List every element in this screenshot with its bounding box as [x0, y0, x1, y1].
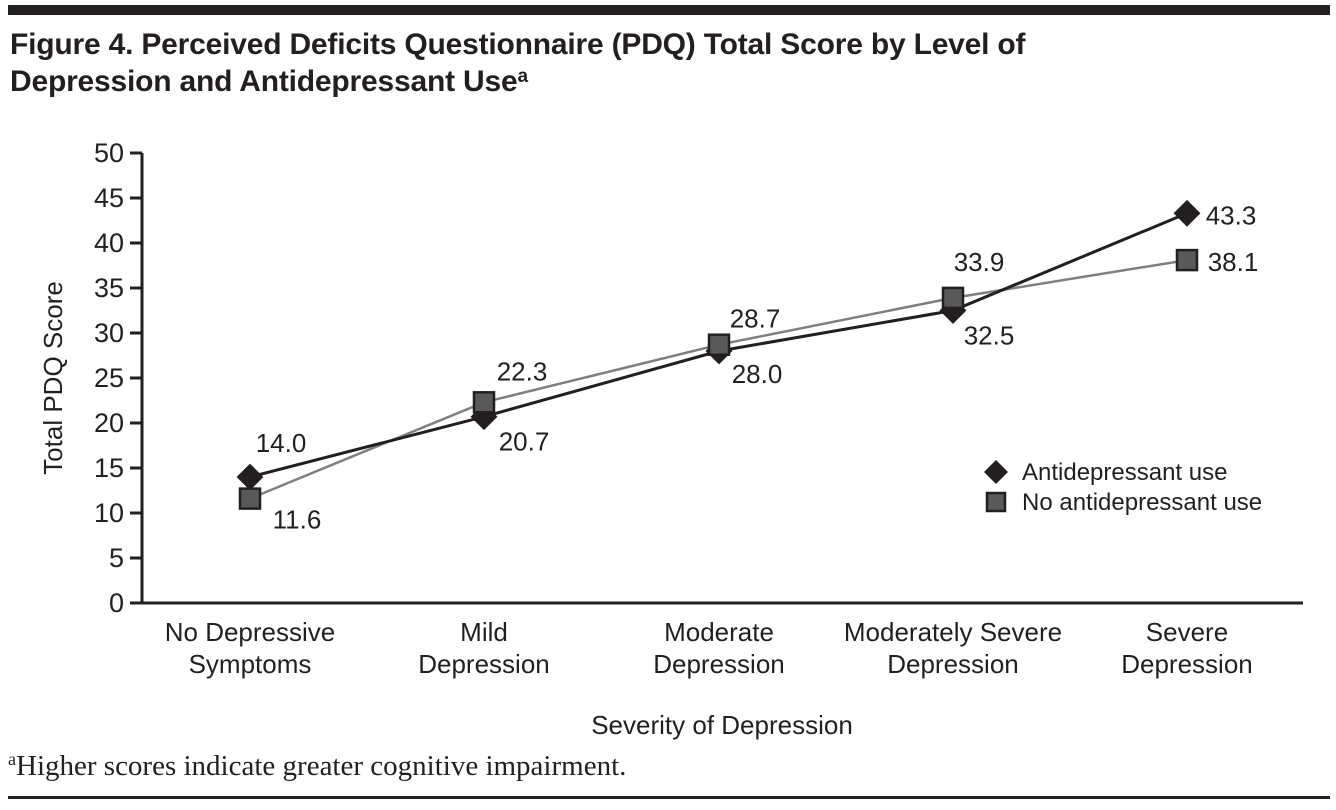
figure-title-line2: Depression and Antidepressant Use	[10, 65, 518, 98]
category-label: Depression	[653, 649, 785, 679]
y-tick-label: 5	[109, 543, 124, 573]
legend-label-antidepressant-use: Antidepressant use	[1022, 459, 1227, 486]
category-label: Depression	[418, 649, 550, 679]
diamond-marker	[1173, 199, 1201, 227]
data-value-label: 11.6	[273, 505, 322, 535]
legend-label-no-antidepressant-use: No antidepressant use	[1022, 489, 1262, 516]
category-label: Depression	[887, 649, 1019, 679]
footnote: aHigher scores indicate greater cognitiv…	[8, 750, 1208, 783]
category-label: No Depressive	[165, 617, 336, 647]
data-value-label: 32.5	[964, 321, 1015, 351]
x-axis-title: Severity of Depression	[591, 710, 853, 740]
category-label: Depression	[1121, 649, 1253, 679]
footnote-text: Higher scores indicate greater cognitive…	[16, 750, 627, 782]
axis-lines	[140, 153, 1303, 605]
legend-square-icon	[985, 491, 1007, 513]
figure-title-superscript: a	[517, 66, 528, 87]
figure-title: Figure 4. Perceived Deficits Questionnai…	[10, 26, 1260, 100]
figure-title-line1: Figure 4. Perceived Deficits Questionnai…	[10, 28, 1026, 61]
y-tick-label: 45	[94, 183, 124, 213]
category-label: Moderately Severe	[844, 617, 1062, 647]
data-value-label: 33.9	[954, 247, 1005, 277]
y-tick-label: 30	[94, 318, 124, 348]
square-marker	[238, 487, 262, 510]
top-rule	[8, 5, 1330, 15]
square-marker	[1175, 248, 1199, 272]
data-value-label: 20.7	[499, 427, 550, 457]
category-label: Symptoms	[189, 649, 312, 679]
category-label: Mild	[460, 617, 508, 647]
y-tick-label: 10	[94, 498, 124, 528]
y-axis-title: Total PDQ Score	[38, 281, 68, 475]
y-tick-label: 15	[94, 453, 124, 483]
data-value-label: 14.0	[256, 428, 307, 458]
square-marker	[472, 391, 496, 414]
category-label: Moderate	[664, 617, 774, 647]
bottom-rule	[8, 796, 1330, 799]
diamond-marker	[236, 463, 264, 491]
legend-diamond-icon	[983, 459, 1009, 485]
data-value-label: 28.0	[732, 359, 783, 389]
y-tick-label: 20	[94, 408, 124, 438]
square-marker	[707, 333, 731, 356]
data-value-label: 22.3	[497, 356, 548, 386]
square-marker	[941, 286, 965, 310]
y-tick-label: 35	[94, 273, 124, 303]
y-tick-label: 40	[94, 228, 124, 258]
y-tick-label: 0	[109, 588, 124, 618]
data-value-label: 43.3	[1206, 200, 1257, 230]
data-value-label: 28.7	[730, 304, 781, 334]
category-label: Severe	[1146, 617, 1228, 647]
y-tick-label: 25	[94, 363, 124, 393]
y-tick-label: 50	[94, 138, 124, 168]
data-value-label: 38.1	[1208, 247, 1259, 277]
footnote-marker: a	[8, 749, 16, 769]
